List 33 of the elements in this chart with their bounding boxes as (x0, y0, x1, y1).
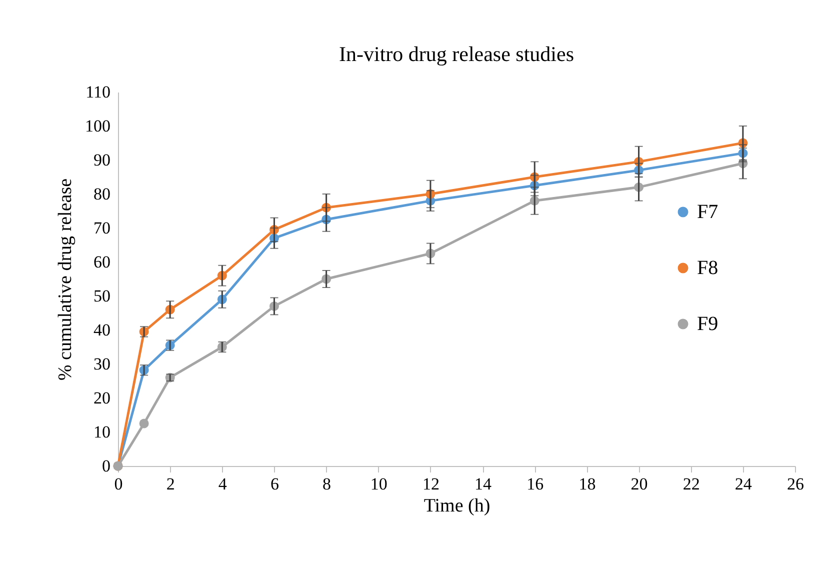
x-tick-label: 26 (787, 474, 804, 494)
x-tick-label: 22 (682, 474, 700, 494)
y-tick-label: 30 (94, 354, 110, 374)
y-tick-label: 110 (86, 82, 110, 102)
x-tick-label: 18 (578, 474, 596, 494)
y-tick-label: 50 (94, 286, 110, 306)
x-tick-label: 16 (526, 474, 544, 494)
x-tick-label: 4 (218, 474, 228, 494)
x-tick-label: 12 (422, 474, 440, 494)
x-tick-label: 8 (322, 474, 332, 494)
y-tick-label: 80 (94, 184, 110, 204)
y-axis-title: % cumulative drug release (55, 178, 76, 381)
x-tick-label: 6 (270, 474, 279, 494)
x-tick-label: 24 (734, 474, 752, 494)
y-tick-label: 40 (94, 320, 110, 340)
y-tick-label: 0 (102, 456, 110, 476)
legend-label: F7 (697, 201, 718, 223)
y-tick-label: 10 (94, 422, 110, 442)
y-tick-label: 70 (94, 218, 110, 238)
x-axis-title: Time (h) (424, 496, 490, 516)
y-tick-label: 100 (85, 116, 110, 136)
x-tick-label: 14 (474, 474, 492, 494)
x-tick-label: 10 (370, 474, 388, 494)
y-tick-label: 20 (94, 388, 110, 408)
y-tick-label: 90 (94, 150, 110, 170)
x-tick-label: 0 (114, 474, 123, 494)
x-tick-label: 20 (630, 474, 648, 494)
point (139, 418, 149, 428)
y-tick-label: 60 (94, 252, 110, 272)
x-tick-label: 2 (166, 474, 175, 494)
legend-label: F8 (697, 257, 718, 279)
legend-label: F9 (697, 313, 718, 335)
chart-title: In-vitro drug release studies (338, 42, 574, 66)
